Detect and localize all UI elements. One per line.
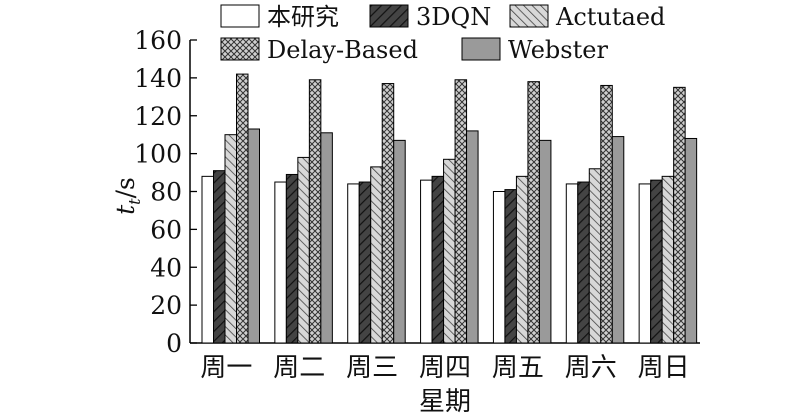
- bar-3-1: [308, 79, 322, 344]
- legend: 本研究 3DQN Actutaed Delay-Based Webster: [220, 3, 665, 64]
- x-tick-label: 周五: [492, 353, 544, 383]
- y-tick-label: 0: [166, 329, 182, 358]
- bar-4-3: [466, 130, 479, 344]
- x-tick-label: 周二: [273, 353, 325, 383]
- bar-1-3: [431, 175, 445, 344]
- legend-swatch-3: [220, 37, 260, 61]
- bar-0-3: [420, 179, 433, 344]
- bar-3-0: [236, 73, 249, 344]
- bar-4-0: [247, 128, 260, 344]
- y-tick-label: 60: [150, 215, 182, 244]
- bar-0-1: [274, 181, 287, 344]
- x-axis-title: 星期: [419, 387, 471, 416]
- bar-2-3: [443, 158, 456, 344]
- bars: [201, 73, 698, 344]
- bar-0-4: [492, 191, 506, 344]
- legend-label-4: Webster: [508, 36, 608, 64]
- y-tick-label: 20: [150, 291, 182, 320]
- bar-3-2: [381, 83, 395, 344]
- y-tick-label: 120: [134, 102, 182, 131]
- bar-3-5: [600, 84, 613, 344]
- x-tick-label: 周四: [419, 353, 471, 383]
- y-axis-title: tt/s: [111, 177, 144, 215]
- legend-label-0: 本研究: [267, 3, 339, 31]
- bar-3-6: [673, 86, 686, 344]
- x-tick-label: 周日: [638, 353, 690, 383]
- y-tick-label: 80: [150, 178, 182, 207]
- legend-swatch-0: [220, 4, 260, 28]
- bar-1-6: [650, 179, 663, 344]
- bar-2-1: [297, 156, 310, 344]
- legend-label-2: Actutaed: [555, 3, 665, 31]
- bar-2-6: [661, 175, 675, 344]
- bar-1-4: [504, 189, 517, 344]
- bar-2-2: [370, 166, 383, 344]
- bar-1-0: [213, 170, 226, 344]
- bar-0-5: [565, 183, 579, 344]
- bar-4-1: [320, 132, 333, 344]
- bar-1-5: [577, 181, 590, 344]
- bar-3-3: [454, 79, 468, 344]
- x-tick-label: 周三: [346, 353, 398, 383]
- y-tick-label: 160: [134, 26, 182, 55]
- bar-4-6: [684, 137, 698, 344]
- bar-4-2: [393, 139, 406, 344]
- legend-label-3: Delay-Based: [267, 36, 418, 64]
- bar-0-0: [201, 175, 214, 344]
- bar-4-4: [538, 139, 552, 344]
- bar-2-4: [515, 175, 529, 344]
- x-tick-label: 周一: [200, 353, 252, 383]
- bar-1-1: [285, 173, 299, 344]
- legend-swatch-1: [369, 4, 409, 28]
- axes: 0 20 40 60 80 100 120 140 160: [134, 26, 700, 358]
- y-tick-label: 40: [150, 253, 182, 282]
- y-tick-label: 140: [134, 64, 182, 93]
- bar-4-5: [611, 136, 625, 344]
- bar-3-4: [527, 81, 540, 344]
- y-tick-label: 100: [134, 140, 182, 169]
- legend-swatch-2: [509, 4, 549, 28]
- bar-0-6: [638, 183, 652, 344]
- bar-2-5: [588, 168, 602, 344]
- legend-label-1: 3DQN: [416, 3, 491, 31]
- bar-1-2: [358, 181, 372, 344]
- x-tick-label: 周六: [565, 353, 617, 383]
- bar-0-2: [347, 183, 360, 344]
- bar-2-0: [224, 134, 237, 344]
- legend-swatch-4: [461, 37, 501, 61]
